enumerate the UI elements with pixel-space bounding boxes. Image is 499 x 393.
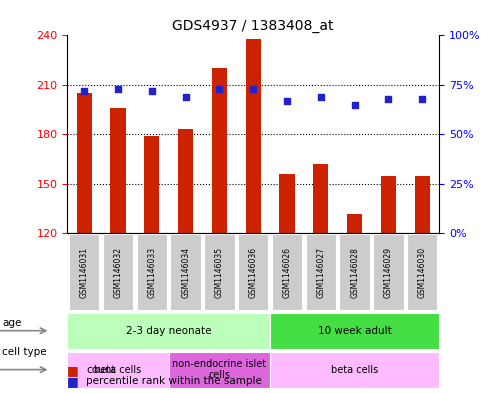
- Title: GDS4937 / 1383408_at: GDS4937 / 1383408_at: [173, 19, 334, 33]
- FancyBboxPatch shape: [305, 234, 336, 310]
- FancyBboxPatch shape: [137, 234, 167, 310]
- FancyBboxPatch shape: [270, 352, 439, 387]
- Text: GSM1146030: GSM1146030: [418, 247, 427, 298]
- FancyBboxPatch shape: [67, 313, 270, 349]
- FancyBboxPatch shape: [204, 234, 235, 310]
- Text: percentile rank within the sample: percentile rank within the sample: [86, 376, 262, 386]
- Text: ■: ■: [67, 375, 79, 388]
- Bar: [279, 174, 294, 233]
- Text: ■: ■: [67, 364, 79, 377]
- Text: GSM1146034: GSM1146034: [181, 247, 190, 298]
- FancyBboxPatch shape: [339, 234, 370, 310]
- Text: beta cells: beta cells: [331, 365, 378, 375]
- Bar: [77, 93, 92, 233]
- Bar: [347, 214, 362, 233]
- FancyBboxPatch shape: [103, 234, 133, 310]
- Bar: [313, 164, 328, 233]
- Text: GSM1146031: GSM1146031: [80, 247, 89, 298]
- Point: [384, 95, 392, 102]
- Point: [250, 86, 257, 92]
- Text: count: count: [86, 365, 116, 375]
- Text: cell type: cell type: [2, 347, 47, 357]
- Point: [148, 88, 156, 94]
- Text: GSM1146029: GSM1146029: [384, 247, 393, 298]
- Text: GSM1146033: GSM1146033: [147, 247, 156, 298]
- Text: GSM1146028: GSM1146028: [350, 247, 359, 298]
- Bar: [144, 136, 160, 233]
- Text: beta cells: beta cells: [94, 365, 142, 375]
- Point: [216, 86, 224, 92]
- Point: [351, 101, 359, 108]
- Text: 10 week adult: 10 week adult: [318, 326, 392, 336]
- Text: GSM1146027: GSM1146027: [316, 247, 325, 298]
- FancyBboxPatch shape: [67, 352, 169, 387]
- Text: GSM1146032: GSM1146032: [114, 247, 123, 298]
- FancyBboxPatch shape: [169, 352, 270, 387]
- Point: [418, 95, 426, 102]
- Bar: [415, 176, 430, 233]
- Text: GSM1146035: GSM1146035: [215, 247, 224, 298]
- Bar: [381, 176, 396, 233]
- Point: [114, 86, 122, 92]
- Point: [283, 97, 291, 104]
- FancyBboxPatch shape: [373, 234, 404, 310]
- Point: [317, 94, 325, 100]
- FancyBboxPatch shape: [238, 234, 268, 310]
- Bar: [178, 129, 193, 233]
- FancyBboxPatch shape: [69, 234, 99, 310]
- Point: [80, 88, 88, 94]
- Bar: [246, 39, 261, 233]
- FancyBboxPatch shape: [171, 234, 201, 310]
- Point: [182, 94, 190, 100]
- Bar: [212, 68, 227, 233]
- FancyBboxPatch shape: [272, 234, 302, 310]
- Text: GSM1146026: GSM1146026: [282, 247, 291, 298]
- FancyBboxPatch shape: [270, 313, 439, 349]
- FancyBboxPatch shape: [407, 234, 438, 310]
- Bar: [110, 108, 126, 233]
- Text: 2-3 day neonate: 2-3 day neonate: [126, 326, 212, 336]
- Text: GSM1146036: GSM1146036: [249, 247, 258, 298]
- Text: non-endocrine islet
cells: non-endocrine islet cells: [172, 359, 266, 380]
- Text: age: age: [2, 318, 22, 328]
